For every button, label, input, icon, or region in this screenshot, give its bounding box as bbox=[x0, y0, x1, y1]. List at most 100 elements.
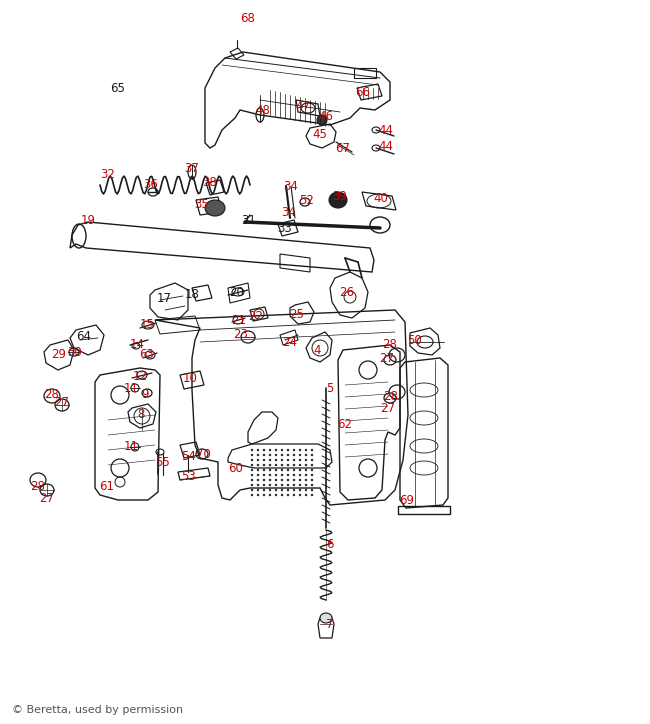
Text: 20: 20 bbox=[229, 285, 244, 298]
Text: 14: 14 bbox=[129, 339, 144, 351]
Ellipse shape bbox=[305, 459, 307, 461]
Ellipse shape bbox=[311, 494, 313, 496]
Ellipse shape bbox=[311, 489, 313, 491]
Text: 63: 63 bbox=[140, 348, 155, 361]
Ellipse shape bbox=[287, 449, 289, 451]
Ellipse shape bbox=[293, 479, 295, 481]
Ellipse shape bbox=[257, 469, 259, 471]
Text: 38: 38 bbox=[203, 177, 217, 190]
Ellipse shape bbox=[269, 449, 271, 451]
Ellipse shape bbox=[299, 464, 301, 466]
Ellipse shape bbox=[305, 489, 307, 491]
Ellipse shape bbox=[257, 489, 259, 491]
Ellipse shape bbox=[281, 484, 283, 486]
Ellipse shape bbox=[305, 464, 307, 466]
Ellipse shape bbox=[251, 469, 253, 471]
Text: 70: 70 bbox=[196, 448, 211, 461]
Text: 53: 53 bbox=[181, 469, 196, 482]
Text: 34: 34 bbox=[281, 206, 296, 219]
Ellipse shape bbox=[287, 494, 289, 496]
Ellipse shape bbox=[287, 464, 289, 466]
Ellipse shape bbox=[275, 449, 277, 451]
Ellipse shape bbox=[299, 484, 301, 486]
Ellipse shape bbox=[281, 469, 283, 471]
Text: 25: 25 bbox=[289, 308, 304, 321]
Text: 11: 11 bbox=[124, 440, 138, 453]
Ellipse shape bbox=[311, 459, 313, 461]
Ellipse shape bbox=[287, 454, 289, 456]
Ellipse shape bbox=[275, 479, 277, 481]
Text: 18: 18 bbox=[185, 288, 200, 301]
Ellipse shape bbox=[287, 469, 289, 471]
Ellipse shape bbox=[263, 469, 265, 471]
Ellipse shape bbox=[305, 469, 307, 471]
Ellipse shape bbox=[320, 613, 332, 623]
Ellipse shape bbox=[275, 474, 277, 476]
Ellipse shape bbox=[299, 469, 301, 471]
Ellipse shape bbox=[317, 115, 327, 125]
Text: 34: 34 bbox=[283, 180, 298, 193]
Ellipse shape bbox=[251, 454, 253, 456]
Ellipse shape bbox=[251, 494, 253, 496]
Ellipse shape bbox=[269, 489, 271, 491]
Text: 11: 11 bbox=[124, 382, 138, 395]
Ellipse shape bbox=[257, 474, 259, 476]
Ellipse shape bbox=[287, 484, 289, 486]
Ellipse shape bbox=[311, 449, 313, 451]
Ellipse shape bbox=[263, 489, 265, 491]
Text: 24: 24 bbox=[283, 335, 298, 348]
Text: 27: 27 bbox=[380, 402, 395, 415]
Text: 37: 37 bbox=[185, 161, 200, 174]
Ellipse shape bbox=[287, 474, 289, 476]
Ellipse shape bbox=[251, 479, 253, 481]
Text: © Beretta, used by permission: © Beretta, used by permission bbox=[12, 705, 183, 715]
Ellipse shape bbox=[293, 454, 295, 456]
Ellipse shape bbox=[305, 494, 307, 496]
Text: 5: 5 bbox=[326, 382, 333, 395]
Text: 31: 31 bbox=[242, 214, 257, 227]
Ellipse shape bbox=[299, 489, 301, 491]
Ellipse shape bbox=[305, 474, 307, 476]
Ellipse shape bbox=[293, 469, 295, 471]
Ellipse shape bbox=[293, 449, 295, 451]
Ellipse shape bbox=[275, 484, 277, 486]
Ellipse shape bbox=[311, 474, 313, 476]
Ellipse shape bbox=[311, 464, 313, 466]
Ellipse shape bbox=[257, 459, 259, 461]
Text: 66: 66 bbox=[356, 86, 370, 99]
Text: 26: 26 bbox=[339, 285, 354, 298]
Ellipse shape bbox=[269, 454, 271, 456]
Ellipse shape bbox=[305, 479, 307, 481]
Ellipse shape bbox=[263, 454, 265, 456]
Ellipse shape bbox=[263, 484, 265, 486]
Ellipse shape bbox=[281, 459, 283, 461]
Ellipse shape bbox=[287, 479, 289, 481]
Text: 36: 36 bbox=[144, 177, 159, 190]
Ellipse shape bbox=[299, 449, 301, 451]
Text: 68: 68 bbox=[240, 12, 255, 25]
Ellipse shape bbox=[263, 474, 265, 476]
Ellipse shape bbox=[269, 479, 271, 481]
Ellipse shape bbox=[275, 454, 277, 456]
Ellipse shape bbox=[251, 449, 253, 451]
Ellipse shape bbox=[281, 464, 283, 466]
Ellipse shape bbox=[251, 489, 253, 491]
Ellipse shape bbox=[293, 464, 295, 466]
Ellipse shape bbox=[275, 464, 277, 466]
Text: 60: 60 bbox=[229, 463, 244, 476]
Ellipse shape bbox=[263, 479, 265, 481]
Ellipse shape bbox=[293, 484, 295, 486]
Ellipse shape bbox=[329, 192, 347, 208]
Text: 28: 28 bbox=[384, 390, 398, 403]
Ellipse shape bbox=[281, 494, 283, 496]
Ellipse shape bbox=[263, 449, 265, 451]
Text: 46: 46 bbox=[318, 111, 333, 124]
Text: 23: 23 bbox=[233, 329, 248, 342]
Text: 29: 29 bbox=[51, 348, 66, 361]
Ellipse shape bbox=[257, 464, 259, 466]
Ellipse shape bbox=[269, 469, 271, 471]
Ellipse shape bbox=[287, 489, 289, 491]
Ellipse shape bbox=[269, 494, 271, 496]
Text: 64: 64 bbox=[77, 329, 92, 342]
Text: 39: 39 bbox=[333, 190, 348, 203]
